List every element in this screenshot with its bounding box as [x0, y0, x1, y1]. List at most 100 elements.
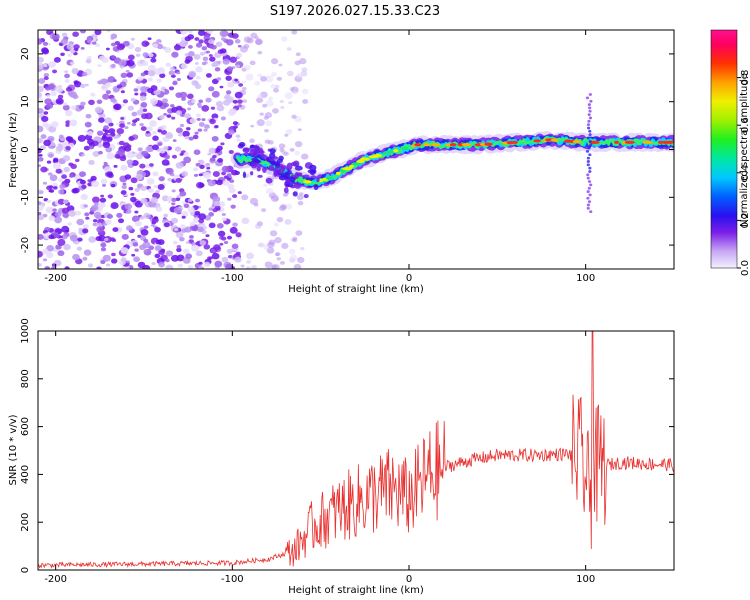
spectrogram-noise-blob: [102, 141, 111, 149]
colorbar-ticks: 0.0 0.2 0.4 0.6 0.8: [737, 70, 750, 276]
spectrogram-noise-blob: [113, 164, 118, 168]
spectrogram-noise-blob: [92, 150, 100, 157]
spectrogram-noise-blob: [80, 30, 86, 34]
spectrogram-noise-blob: [171, 51, 179, 58]
spectrogram-hotspot: [303, 180, 312, 184]
spectrogram-noise-blob: [209, 118, 216, 125]
spectrogram-noise-blob: [196, 113, 201, 118]
spectrogram-noise-blob: [84, 212, 90, 217]
spectrogram-noise-blob: [227, 197, 232, 201]
spectrogram-noise-blob: [82, 256, 88, 261]
spectrogram-spike-blob: [586, 126, 591, 130]
spectrogram-noise-blob: [170, 104, 175, 108]
spectrogram-spike-blob: [588, 116, 593, 120]
spectrogram-noise-blob: [120, 90, 125, 94]
spectrogram-noise-blob: [294, 150, 301, 156]
spectrogram-noise-blob: [225, 75, 232, 81]
spectrogram-noise-blob: [216, 77, 222, 81]
spectrogram-noise-blob: [186, 127, 191, 131]
spectrogram-noise-blob: [153, 184, 158, 189]
spectrogram-spike-blob: [588, 153, 592, 157]
spectrogram-noise-blob: [295, 52, 301, 57]
spectrogram-noise-blob: [175, 231, 184, 239]
spectrogram-noise-blob: [154, 253, 161, 259]
spectrogram-noise-blob: [171, 197, 177, 202]
spectrogram-noise-blob: [127, 105, 134, 111]
spectrogram-noise-blob: [276, 216, 284, 223]
spectrogram-noise-blob: [94, 30, 102, 36]
spectrogram-noise-blob: [52, 186, 58, 190]
spectrogram-noise-blob: [204, 162, 210, 168]
spectrogram-noise-blob: [237, 191, 242, 195]
spectrogram-noise-blob: [126, 159, 134, 165]
spectrogram-noise-blob: [245, 266, 251, 269]
spectrogram-noise-blob: [257, 242, 264, 248]
spectrogram-noise-blob: [71, 67, 79, 75]
spectrogram-noise-blob: [68, 210, 77, 217]
spectrogram-noise-blob: [137, 234, 142, 238]
spectrogram-noise-blob: [73, 44, 80, 50]
spectrogram-noise-blob: [64, 73, 70, 79]
spectrogram-spike-blob: [586, 196, 590, 200]
spectrogram-noise-blob: [41, 48, 50, 55]
spectrogram-noise-blob: [146, 178, 155, 185]
spectrogram-noise-blob: [176, 244, 182, 249]
spectrogram-noise-blob: [103, 125, 110, 131]
spectrogram-noise-blob: [52, 208, 57, 212]
spectrogram-noise-blob: [196, 117, 201, 121]
spectrogram-spike-blob: [589, 143, 593, 147]
spectrogram-noise-blob: [147, 69, 156, 77]
spectrogram-noise-blob: [174, 228, 179, 231]
spectrogram-noise-blob: [179, 40, 188, 48]
spectrogram-noise-blob: [261, 208, 267, 213]
spectrogram-noise-blob: [208, 222, 216, 229]
spectrogram-noise-blob: [180, 63, 188, 70]
spectrogram-noise-blob: [260, 76, 267, 82]
spectrogram-spike-blob: [586, 173, 590, 177]
spectrogram-noise-blob: [91, 204, 99, 211]
spectrogram-noise-blob: [193, 167, 199, 172]
spectrogram-hotspot: [572, 140, 581, 144]
spectrogram-noise-blob: [175, 177, 182, 183]
spectrogram-hotspot: [449, 143, 457, 147]
spectrogram-noise-blob: [38, 250, 43, 258]
spectrogram-noise-blob: [276, 76, 282, 81]
spectrogram-noise-blob: [135, 117, 140, 122]
spectrogram-noise-blob: [87, 130, 94, 136]
spectrogram-noise-blob: [291, 30, 298, 35]
spectrogram-noise-blob: [132, 242, 139, 247]
spectrogram-noise-blob: [146, 214, 150, 218]
spectrogram-noise-blob: [187, 107, 192, 111]
spectrogram-noise-blob: [221, 171, 227, 176]
spectrogram-noise-blob: [161, 159, 170, 166]
spectrogram-noise-blob: [117, 148, 126, 156]
spectrogram-hotspot: [341, 167, 353, 171]
spectrogram-noise-blob: [280, 36, 288, 42]
spectrogram-noise-blob: [63, 243, 71, 251]
spectrogram-noise-blob: [179, 190, 187, 197]
spectrogram-noise-blob: [221, 256, 229, 263]
spectrogram-noise-blob: [70, 105, 77, 111]
spectrogram-noise-blob: [301, 67, 308, 73]
spectrogram-noise-blob: [142, 108, 148, 112]
spectrogram-noise-blob: [105, 47, 110, 51]
spectrogram-noise-blob: [226, 173, 232, 177]
spectrogram-spike-blob: [587, 200, 592, 204]
spectrogram-noise-blob: [40, 134, 47, 140]
spectrogram-noise-blob: [292, 91, 298, 95]
spectrogram-noise-blob: [181, 171, 189, 177]
spectrogram-noise-blob: [175, 110, 183, 116]
spectrogram-turbulence-blob: [296, 172, 303, 177]
spectrogram-noise-blob: [107, 194, 113, 199]
spectrogram-noise-blob: [52, 162, 61, 170]
spectrogram-noise-blob: [231, 243, 239, 249]
spectrogram-noise-blob: [203, 128, 208, 132]
spectrogram-noise-blob: [70, 61, 75, 65]
spectrogram-noise-blob: [157, 183, 165, 191]
spectrogram-noise-blob: [131, 253, 136, 257]
spectrogram-noise-blob: [62, 102, 68, 106]
spectrogram-noise-blob: [288, 101, 293, 105]
spectrogram-spike-blob: [585, 150, 590, 153]
spectrogram-noise-blob: [106, 171, 113, 177]
spectrogram-noise-blob: [286, 70, 294, 77]
